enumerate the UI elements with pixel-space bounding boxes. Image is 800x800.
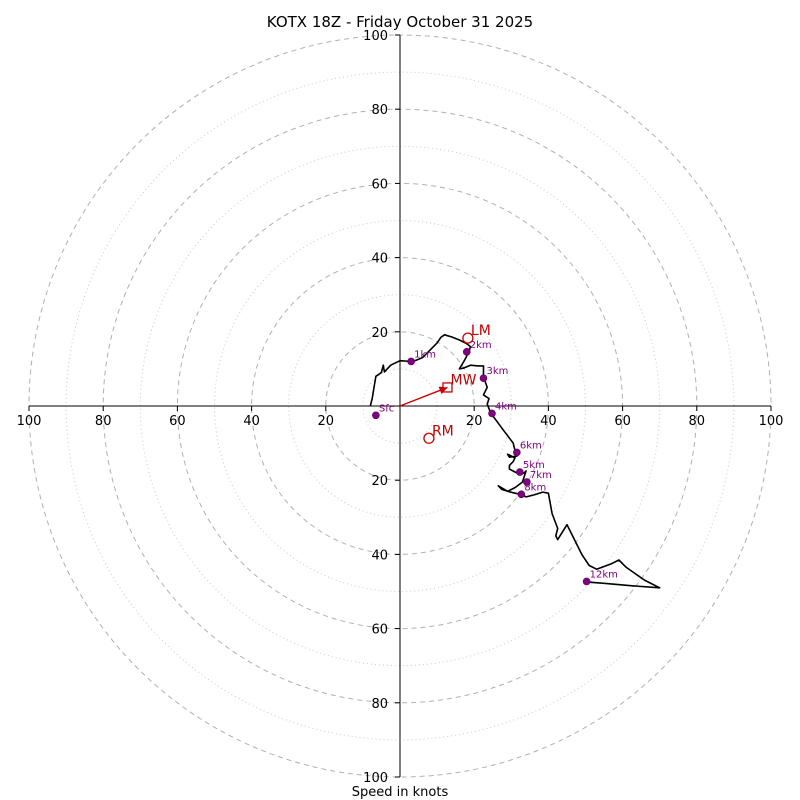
tick-label-right-80: 80 (689, 414, 706, 429)
height-label-8km: 8km (524, 482, 546, 493)
x-axis-label: Speed in knots (352, 785, 449, 800)
height-label-7km: 7km (530, 470, 552, 481)
tick-label-bottom-20: 20 (371, 474, 388, 489)
tick-label-bottom-100: 100 (363, 771, 388, 786)
tick-label-right-100: 100 (759, 414, 784, 429)
storm-motions: LM MW RM (399, 323, 491, 444)
storm-motion-marker-rm (423, 432, 435, 444)
height-marker-8km (517, 490, 526, 499)
storm-motion-marker-lm (462, 332, 474, 344)
height-marker-sfc (372, 411, 380, 420)
height-label-3km: 3km (486, 366, 508, 377)
tick-label-top-100: 100 (363, 29, 388, 44)
storm-motion-marker-mw (442, 382, 453, 393)
tick-label-top-20: 20 (371, 326, 388, 341)
height-marker-2km (462, 348, 471, 356)
tick-label-right-20: 20 (466, 414, 483, 429)
tick-label-bottom-40: 40 (371, 548, 388, 563)
tick-label-left-100: 100 (17, 414, 42, 429)
tick-label-left-40: 40 (243, 414, 260, 429)
height-label-1km: 1km (414, 349, 436, 360)
tick-label-top-40: 40 (371, 252, 388, 267)
height-marker-12km (582, 577, 591, 586)
mean-wind-arrow (399, 386, 448, 407)
height-label-5km: 5km (523, 460, 545, 471)
tick-label-bottom-60: 60 (371, 623, 388, 638)
height-label-4km: 4km (495, 401, 517, 412)
height-marker-6km (513, 448, 521, 457)
tick-label-right-40: 40 (540, 414, 557, 429)
tick-labels: 20 20 20 20 40 40 40 40 60 60 60 60 80 80 80 80 100 100 10… (17, 29, 784, 786)
storm-motion-label-rm: RM (432, 423, 454, 439)
tick-label-left-60: 60 (169, 414, 186, 429)
tick-label-left-20: 20 (318, 414, 335, 429)
storm-motion-label-mw: MW (450, 372, 476, 388)
tick-label-top-60: 60 (371, 177, 388, 192)
storm-motion-label-lm: LM (471, 323, 491, 339)
height-marker-5km (516, 468, 524, 476)
height-marker-4km (488, 409, 496, 418)
height-marker-1km (407, 357, 415, 366)
height-marker-3km (479, 374, 488, 382)
tick-label-top-80: 80 (371, 103, 388, 118)
chart-title: KOTX 18Z - Friday October 31 2025 (267, 13, 533, 31)
height-label-6km: 6km (520, 440, 542, 451)
height-label-2km: 2km (470, 340, 492, 351)
height-label-sfc: Sfc (379, 403, 394, 414)
tick-label-bottom-80: 80 (371, 697, 388, 712)
tick-label-left-80: 80 (95, 414, 112, 429)
height-marker-7km (523, 478, 531, 486)
tick-label-right-60: 60 (614, 414, 631, 429)
height-label-12km: 12km (590, 569, 618, 580)
